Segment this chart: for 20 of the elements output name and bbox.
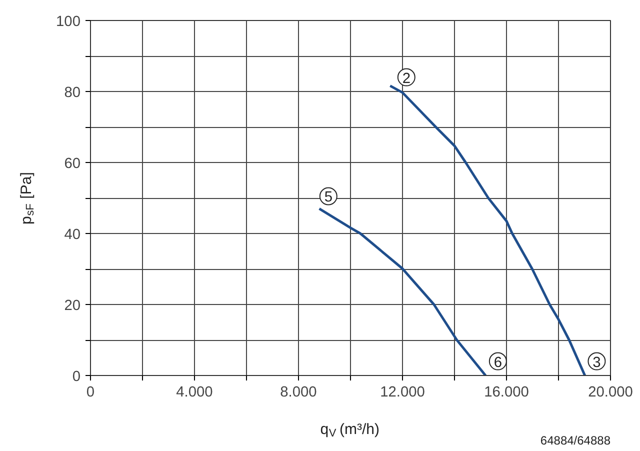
x-tick-label: 8.000 <box>280 384 317 400</box>
y-tick-label: 20 <box>64 298 81 314</box>
x-tick-label: 0 <box>86 384 95 400</box>
y-tick-label: 40 <box>64 227 81 243</box>
annotation: 2 <box>402 70 410 87</box>
x-tick-label: 12.000 <box>380 384 425 400</box>
y-tick-label: 100 <box>56 14 81 30</box>
annotation: 6 <box>494 354 502 371</box>
x-tick-label: 4.000 <box>176 384 213 400</box>
x-tick-label: 16.000 <box>484 384 529 400</box>
y-tick-label: 0 <box>72 369 81 385</box>
line-series <box>388 84 586 376</box>
y-tick-label: 60 <box>64 156 81 172</box>
x-tick-label: 20.000 <box>588 384 633 400</box>
annotation: 3 <box>592 354 601 371</box>
text: 64884/64888 <box>540 434 611 448</box>
annotation: 5 <box>324 190 332 206</box>
y-axis-title: psF [Pa] <box>18 172 36 224</box>
line-series <box>318 207 487 376</box>
y-tick-label: 80 <box>64 85 81 101</box>
